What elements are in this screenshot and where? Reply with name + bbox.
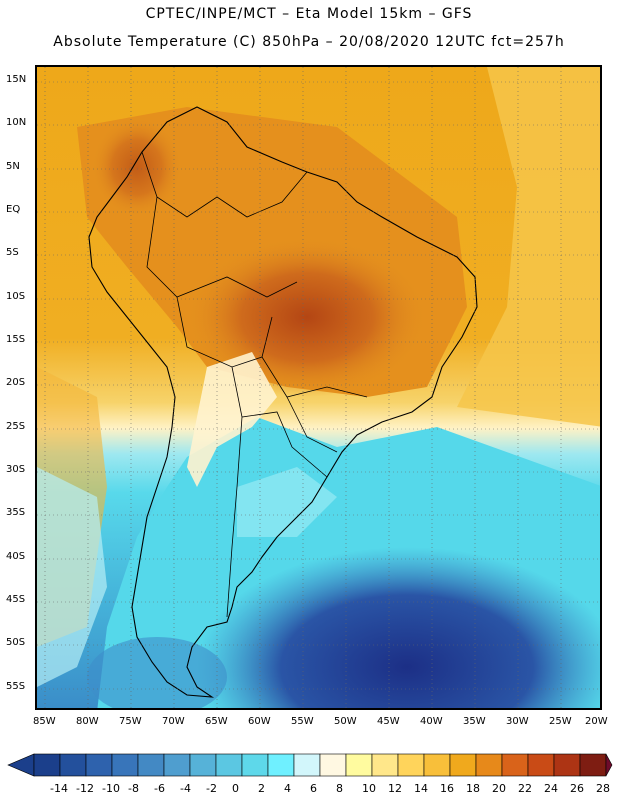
- legend-label: 10: [362, 782, 376, 795]
- map-canvas: [37, 67, 600, 708]
- lon-label: 60W: [248, 716, 271, 727]
- pacific-cool-band: [37, 467, 107, 687]
- lat-label: 25S: [6, 421, 26, 432]
- mild-tongue: [187, 352, 277, 487]
- lat-label: 20S: [6, 377, 26, 388]
- lon-label: 50W: [334, 716, 357, 727]
- lat-label: 30S: [6, 464, 26, 475]
- legend-label: 6: [310, 782, 317, 795]
- legend-swatch: [501, 753, 529, 777]
- lon-label: 65W: [205, 716, 228, 727]
- lon-label: 75W: [119, 716, 142, 727]
- legend-label: 24: [544, 782, 558, 795]
- legend-label: 0: [232, 782, 239, 795]
- legend-swatch: [397, 753, 425, 777]
- legend-swatch: [59, 753, 87, 777]
- lon-label: 40W: [420, 716, 443, 727]
- legend-swatch: [215, 753, 243, 777]
- lat-label: 50S: [6, 637, 26, 648]
- lat-label: 40S: [6, 551, 26, 562]
- legend-swatch: [189, 753, 217, 777]
- lon-label: 25W: [549, 716, 572, 727]
- legend-swatch: [553, 753, 581, 777]
- lat-label: 10N: [6, 117, 27, 128]
- legend-swatch: [423, 753, 451, 777]
- map-title: CPTEC/INPE/MCT – Eta Model 15km – GFS: [145, 6, 473, 22]
- cold-area-west: [87, 637, 227, 708]
- lat-label: EQ: [6, 204, 21, 215]
- legend-arrow-left: [7, 753, 35, 777]
- lon-label: 70W: [162, 716, 185, 727]
- legend-swatch: [319, 753, 347, 777]
- lat-label: 5S: [6, 247, 19, 258]
- legend-swatch: [111, 753, 139, 777]
- legend-swatch: [33, 753, 61, 777]
- legend-arrow-right: [605, 753, 613, 777]
- lon-label: 80W: [76, 716, 99, 727]
- atlantic-warm-band: [457, 67, 600, 427]
- hot-core-north: [92, 117, 182, 217]
- lon-label: 30W: [506, 716, 529, 727]
- legend-label: -10: [102, 782, 120, 795]
- lon-label: 45W: [377, 716, 400, 727]
- legend-label: 18: [466, 782, 480, 795]
- legend-label: 16: [440, 782, 454, 795]
- color-legend: [7, 753, 613, 777]
- graticule: [37, 67, 600, 708]
- country-borders: [141, 151, 368, 618]
- legend-swatch: [267, 753, 295, 777]
- legend-label: 20: [492, 782, 506, 795]
- legend-label: 4: [284, 782, 291, 795]
- legend-label: 12: [388, 782, 402, 795]
- legend-swatch: [137, 753, 165, 777]
- legend-label: -2: [206, 782, 217, 795]
- lat-label: 5N: [6, 161, 20, 172]
- temperature-map: [35, 65, 602, 710]
- legend-label: 8: [336, 782, 343, 795]
- legend-label: 26: [570, 782, 584, 795]
- legend-swatch: [579, 753, 607, 777]
- legend-swatch: [527, 753, 555, 777]
- map-subtitle: Absolute Temperature (C) 850hPa – 20/08/…: [53, 34, 565, 50]
- legend-swatch: [163, 753, 191, 777]
- lat-label: 55S: [6, 681, 26, 692]
- lon-label: 20W: [585, 716, 608, 727]
- legend-label: -4: [180, 782, 191, 795]
- legend-swatch: [241, 753, 269, 777]
- legend-swatch: [475, 753, 503, 777]
- legend-label: 22: [518, 782, 532, 795]
- lat-label: 35S: [6, 507, 26, 518]
- legend-label: -12: [76, 782, 94, 795]
- legend-swatch: [449, 753, 477, 777]
- lat-label: 15S: [6, 334, 26, 345]
- legend-label: 2: [258, 782, 265, 795]
- legend-label: -14: [50, 782, 68, 795]
- legend-swatch: [345, 753, 373, 777]
- legend-label: 28: [596, 782, 610, 795]
- legend-swatch: [85, 753, 113, 777]
- lat-label: 10S: [6, 291, 26, 302]
- legend-label: -6: [154, 782, 165, 795]
- legend-label: 14: [414, 782, 428, 795]
- lat-label: 45S: [6, 594, 26, 605]
- lon-label: 85W: [33, 716, 56, 727]
- legend-swatch: [371, 753, 399, 777]
- legend-swatch: [293, 753, 321, 777]
- cool-area: [237, 467, 337, 537]
- south-america-coastline: [88, 106, 478, 698]
- cold-core: [197, 547, 600, 708]
- lat-label: 15N: [6, 74, 27, 85]
- lon-label: 35W: [463, 716, 486, 727]
- lon-label: 55W: [291, 716, 314, 727]
- legend-label: -8: [128, 782, 139, 795]
